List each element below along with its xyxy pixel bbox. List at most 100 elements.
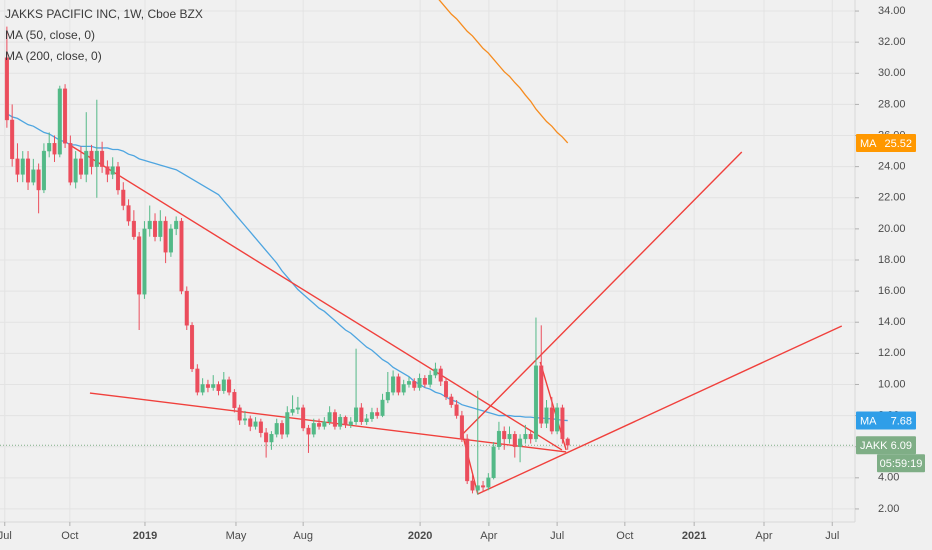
candle-body [163,220,168,253]
y-tick-label: 30.00 [878,67,906,79]
candle-body [179,220,184,292]
badge-label: JAKK [860,440,888,452]
y-tick-label: 12.00 [878,347,906,359]
candle-body [110,166,115,175]
candle-body [512,434,517,447]
candle-body [396,376,401,393]
countdown: 05:59:19 [880,458,923,470]
candle-body [184,290,189,326]
candle-body [216,384,221,391]
candle-body [84,150,89,175]
candle-body [317,423,322,427]
y-tick-label: 34.00 [878,5,906,17]
y-tick-label: 14.00 [878,316,906,328]
price-badge [856,411,916,430]
candle-body [31,169,36,183]
candle-body [422,378,427,385]
candle-body [491,446,496,479]
candle-body [248,418,253,427]
candle-body [428,374,433,385]
price-badge [856,436,916,455]
trend-line [461,431,479,495]
candle-body [311,423,316,435]
candle-body [232,392,237,408]
candle-body [401,384,406,393]
trend-line [89,392,567,453]
candle-body [375,412,380,416]
candle-body [115,166,120,191]
x-tick-label: Jul [0,530,12,542]
candle-body [565,438,570,446]
y-tick-label: 32.00 [878,36,906,48]
candle-body [26,158,31,183]
candle-body [502,430,507,440]
candle-body [406,381,411,385]
candle-body [465,438,470,482]
candle-body [47,143,52,152]
plot-area [0,0,855,495]
trend-line [69,144,563,451]
candle-body [78,158,83,175]
candle-body [343,416,348,426]
candle-body [153,220,158,237]
x-tick-label: Oct [616,530,633,542]
trend-line [477,325,843,495]
candle-body [63,88,68,144]
candle-body [15,158,20,175]
candle-body [195,368,200,393]
y-tick-label: 22.00 [878,192,906,204]
candle-body [105,166,110,175]
candle-body [454,404,459,416]
candle-body [555,407,560,432]
candle-body [10,119,15,160]
y-tick-label: 28.00 [878,98,906,110]
candle-body [227,379,232,393]
badge-label: MA [860,138,877,150]
candle-body [528,434,533,440]
y-tick-label: 10.00 [878,378,906,390]
candle-body [168,228,173,253]
candle-body [496,430,501,447]
y-tick-label: 2.00 [878,503,899,515]
price-badges: MA 25.52 MA 7.68 JAKK 6.09 05:59:19 [856,133,925,473]
y-tick-label: 18.00 [878,254,906,266]
x-tick-label: Apr [480,530,497,542]
candle-body [449,396,454,405]
candle-body [221,379,226,391]
badge-label: MA [860,415,877,427]
x-tick-label: Aug [293,530,313,542]
candle-body [518,438,523,447]
candle-body [285,412,290,435]
candle-body [253,421,258,427]
candle-body [306,427,311,435]
candle-body [142,228,147,295]
x-tick-label: Jul [550,530,564,542]
ma-line [438,0,569,144]
ma-line [6,113,568,422]
candle-body [533,365,538,440]
candle-body [57,88,62,155]
candle-body [380,399,385,416]
candle-body [301,407,306,429]
candle-body [269,434,274,443]
candle-body [444,381,449,398]
candle-body [560,407,565,440]
candle-body [523,434,528,440]
y-tick-label: 4.00 [878,472,899,484]
x-tick-label: Jul [825,530,839,542]
y-tick-label: 16.00 [878,285,906,297]
candle-body [242,418,247,421]
candle-body [94,150,99,167]
y-tick-label: 20.00 [878,223,906,235]
candle-body [100,150,105,167]
candle-body [412,381,417,388]
candle-body [364,418,369,423]
candle-body [174,220,179,230]
candle-body [486,477,491,488]
candle-body [438,368,443,382]
legend: JAKKS PACIFIC INC, 1W, Cboe BZX MA (50, … [5,7,203,63]
candle-body [36,169,41,191]
badge-value: 7.68 [891,415,912,427]
x-tick-label: 2021 [682,530,706,542]
